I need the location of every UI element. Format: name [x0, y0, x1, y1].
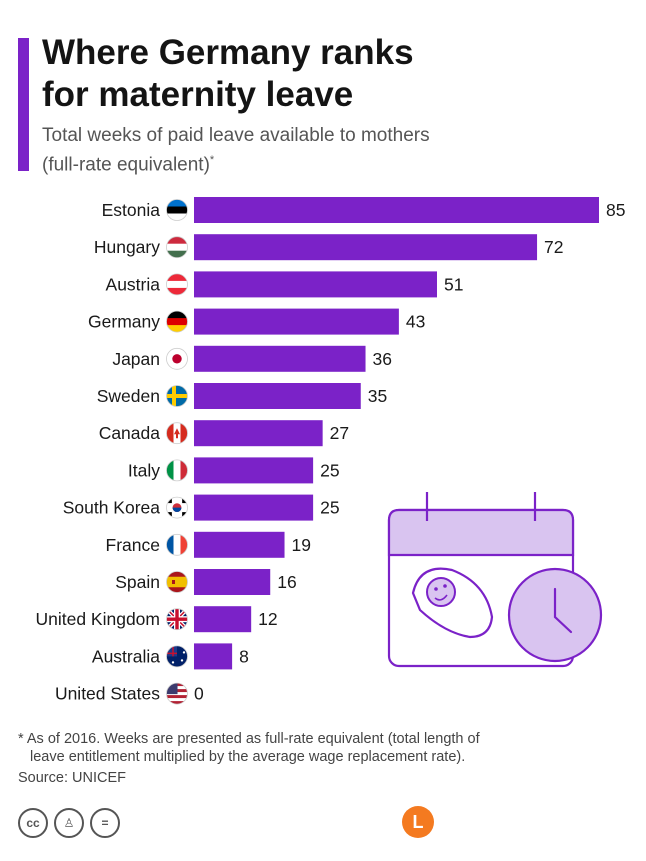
category-label: United States: [55, 684, 160, 704]
bar: [194, 383, 361, 409]
value-label: 85: [606, 200, 625, 220]
page-title: Where Germany ranks for maternity leave: [42, 32, 622, 116]
bar-chart: Estonia 85 Hungary 72 Austria 51 Germany 43 Japa…: [35, 197, 625, 705]
subtitle-line-2: (full-rate equivalent): [42, 154, 210, 176]
source-note: Source: UNICEF: [18, 770, 126, 786]
flag-germany-icon: [166, 310, 188, 333]
category-label: South Korea: [63, 498, 161, 518]
category-label: Australia: [92, 646, 160, 666]
title-line-2: for maternity leave: [42, 75, 354, 114]
by-icon: ♙: [54, 808, 84, 838]
bar: [194, 643, 233, 670]
footnote: * As of 2016. Weeks are presented as ful…: [18, 730, 628, 766]
value-label: 25: [320, 460, 339, 480]
bar: [194, 531, 285, 558]
footnote-line-1: * As of 2016. Weeks are presented as ful…: [18, 731, 480, 747]
value-label: 19: [292, 535, 311, 555]
category-label: Sweden: [97, 386, 160, 406]
title-line-1: Where Germany ranks: [42, 33, 414, 72]
subtitle-asterisk: *: [209, 154, 215, 166]
flag-italy-icon: [166, 459, 188, 482]
flag-sweden-icon: [166, 385, 188, 407]
flag-france-icon: [166, 533, 188, 556]
license-icons: cc ♙ =: [18, 808, 120, 838]
value-label: 35: [368, 386, 387, 406]
category-label: France: [106, 535, 160, 555]
flag-japan-icon: [166, 347, 188, 370]
bar: [194, 345, 366, 372]
category-label: Estonia: [102, 200, 161, 220]
value-label: 27: [330, 423, 349, 443]
bar: [194, 234, 538, 261]
flag-hungary-icon: [166, 236, 188, 259]
flag-south-korea-icon: [166, 496, 188, 519]
value-label: 0: [194, 684, 204, 704]
bar: [194, 308, 399, 335]
flag-spain-icon: [166, 571, 188, 593]
flag-estonia-icon: [166, 199, 188, 221]
value-label: 12: [258, 609, 277, 629]
value-label: 16: [277, 572, 296, 592]
accent-bar: [18, 38, 29, 171]
bar: [194, 569, 271, 595]
cc-icon: cc: [18, 808, 48, 838]
footnote-line-2: leave entitlement multiplied by the aver…: [30, 749, 466, 765]
subtitle: Total weeks of paid leave available to m…: [42, 124, 602, 177]
bar: [194, 457, 314, 484]
subtitle-line-2-wrap: (full-rate equivalent)*: [42, 148, 602, 177]
subtitle-line-1: Total weeks of paid leave available to m…: [42, 125, 430, 146]
flag-us-icon: [166, 682, 188, 705]
value-label: 8: [239, 646, 249, 666]
value-label: 43: [406, 312, 425, 332]
category-label: Japan: [112, 349, 160, 369]
brand-logo-icon: L: [402, 806, 434, 838]
category-label: Austria: [106, 274, 161, 294]
category-label: Italy: [128, 460, 160, 480]
category-label: Canada: [99, 423, 161, 443]
value-label: 25: [320, 498, 339, 518]
category-label: Spain: [115, 572, 160, 592]
flag-uk-icon: [166, 608, 188, 631]
flag-austria-icon: [166, 273, 188, 296]
category-label: United Kingdom: [35, 609, 160, 629]
value-label: 72: [544, 237, 563, 257]
value-label: 36: [373, 349, 392, 369]
value-label: 51: [444, 274, 463, 294]
bar: [194, 197, 599, 223]
flag-canada-icon: [166, 422, 188, 445]
nd-icon: =: [90, 808, 120, 838]
calendar-baby-clock-illustration: [387, 492, 603, 668]
bar: [194, 271, 437, 298]
bar: [194, 494, 314, 521]
bar: [194, 420, 323, 447]
category-label: Hungary: [94, 237, 160, 257]
category-label: Germany: [88, 312, 160, 332]
flag-australia-icon: [166, 645, 188, 668]
bar: [194, 606, 252, 633]
